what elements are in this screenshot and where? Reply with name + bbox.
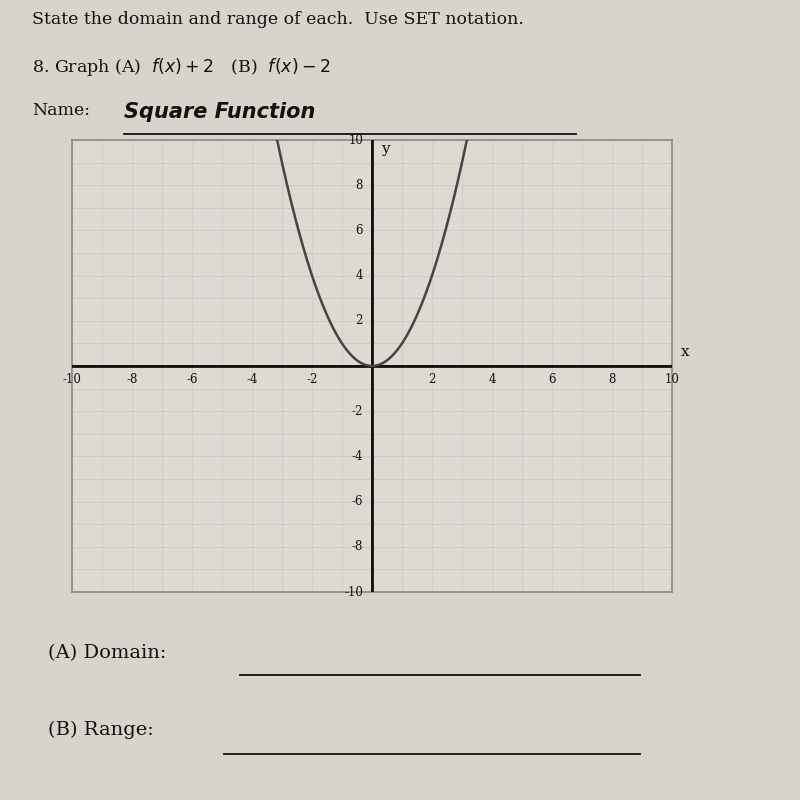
Text: 10: 10 [665,373,679,386]
Text: -2: -2 [306,373,318,386]
Text: 4: 4 [488,373,496,386]
Text: Square Function: Square Function [124,102,315,122]
Text: 2: 2 [428,373,436,386]
Text: -10: -10 [62,373,82,386]
Text: 8: 8 [608,373,616,386]
Text: 6: 6 [355,224,363,237]
Text: 10: 10 [348,134,363,146]
Text: 6: 6 [548,373,556,386]
Text: Name:: Name: [32,102,90,119]
Text: x: x [681,346,690,359]
Text: -10: -10 [344,586,363,598]
Text: -6: -6 [351,495,363,508]
Text: -8: -8 [352,540,363,554]
Text: -4: -4 [351,450,363,463]
Text: y: y [381,142,390,156]
Text: (B) Range:: (B) Range: [48,721,154,739]
Text: 4: 4 [355,269,363,282]
Text: -6: -6 [186,373,198,386]
Text: -2: -2 [352,405,363,418]
Text: -8: -8 [126,373,138,386]
Text: 8: 8 [356,178,363,192]
Text: 2: 2 [356,314,363,327]
Text: 8. Graph (A)  $f(x)+2$   (B)  $f(x)-2$: 8. Graph (A) $f(x)+2$ (B) $f(x)-2$ [32,56,330,78]
Text: State the domain and range of each.  Use SET notation.: State the domain and range of each. Use … [32,11,524,28]
Text: -4: -4 [246,373,258,386]
Text: (A) Domain:: (A) Domain: [48,644,166,662]
